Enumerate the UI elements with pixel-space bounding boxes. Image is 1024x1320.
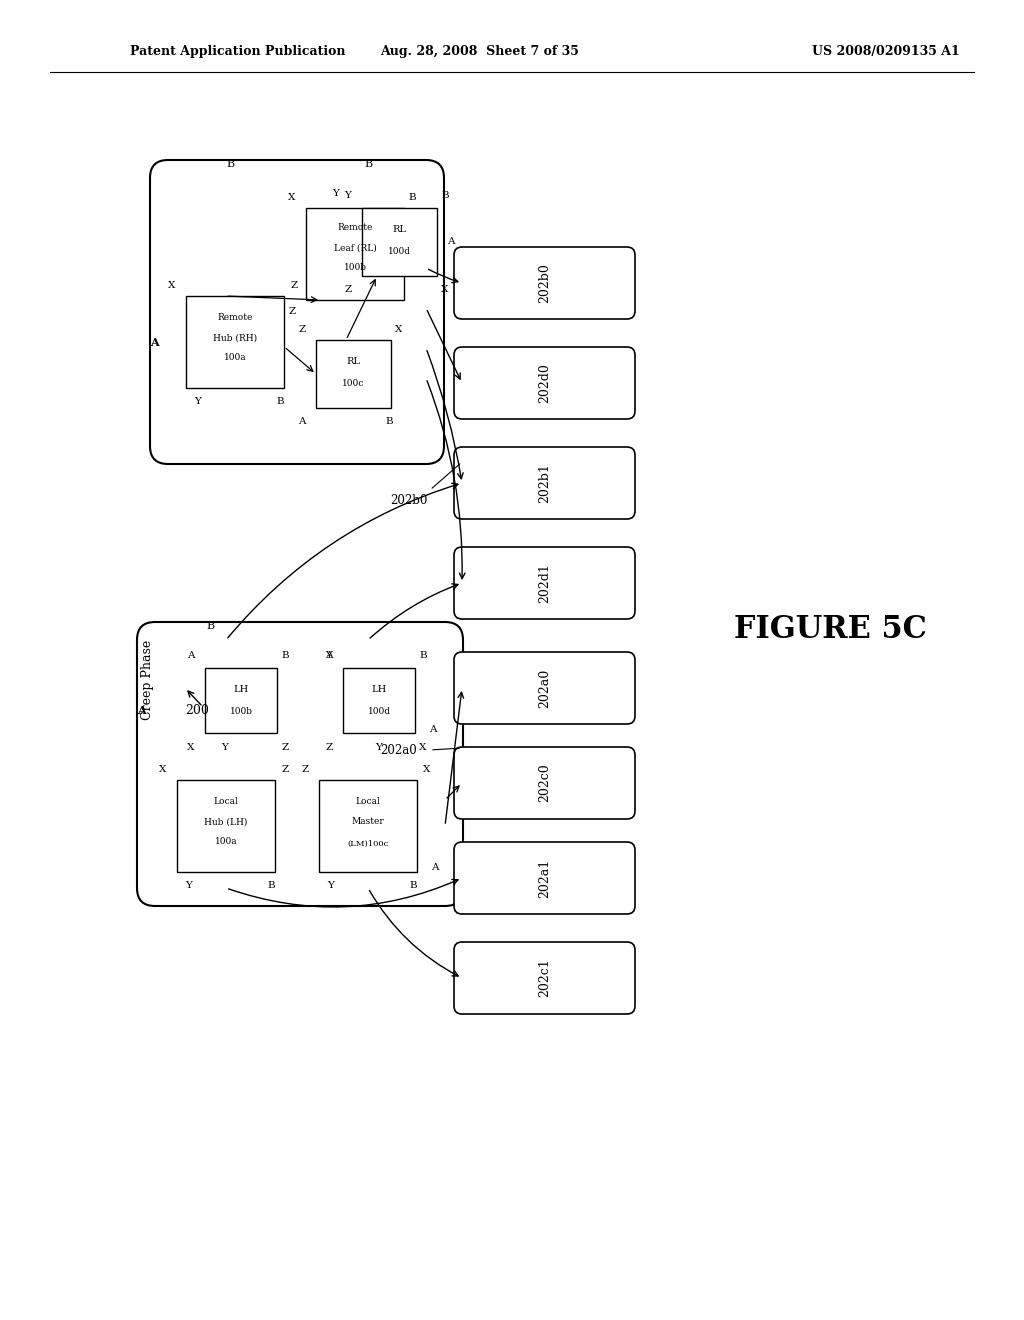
Text: 100d: 100d (388, 248, 411, 256)
Text: A: A (429, 725, 437, 734)
Text: X: X (289, 194, 296, 202)
Bar (362, 209, 437, 276)
Text: B: B (441, 191, 449, 201)
FancyBboxPatch shape (454, 652, 635, 723)
Text: Z: Z (344, 285, 351, 294)
Text: 202a0: 202a0 (538, 668, 551, 708)
Bar (186, 296, 284, 388)
Bar (306, 209, 404, 300)
Text: Z: Z (289, 308, 296, 317)
Text: FIGURE 5C: FIGURE 5C (733, 615, 927, 645)
Text: Y: Y (376, 742, 382, 751)
Text: A: A (447, 238, 455, 247)
Text: LH: LH (372, 685, 387, 694)
Text: Leaf (RL): Leaf (RL) (334, 243, 377, 252)
Text: (LM)100c: (LM)100c (347, 840, 389, 847)
Text: X: X (423, 766, 431, 775)
Text: Local: Local (355, 797, 380, 807)
Text: 100c: 100c (342, 380, 365, 388)
Text: Z: Z (298, 326, 305, 334)
Bar (316, 341, 391, 408)
FancyBboxPatch shape (137, 622, 463, 906)
Text: Remote: Remote (337, 223, 373, 232)
Text: X: X (187, 742, 195, 751)
FancyBboxPatch shape (454, 942, 635, 1014)
Text: X: X (441, 285, 449, 294)
Bar (177, 780, 275, 873)
Text: 100a: 100a (215, 837, 238, 846)
Bar (319, 780, 417, 873)
Text: 100b: 100b (343, 264, 367, 272)
Text: Aug. 28, 2008  Sheet 7 of 35: Aug. 28, 2008 Sheet 7 of 35 (381, 45, 580, 58)
Text: B: B (282, 652, 289, 660)
Text: 202d1: 202d1 (538, 564, 551, 603)
Text: Y: Y (221, 742, 228, 751)
Text: B: B (267, 882, 274, 891)
Text: Y: Y (328, 882, 335, 891)
Bar (343, 668, 415, 733)
FancyBboxPatch shape (150, 160, 444, 465)
Text: A: A (136, 705, 145, 715)
Bar (205, 668, 278, 733)
Text: 202c1: 202c1 (538, 958, 551, 998)
Text: 100a: 100a (223, 354, 247, 363)
Text: 100b: 100b (229, 706, 253, 715)
Text: B: B (364, 158, 372, 169)
Text: Master: Master (351, 817, 384, 826)
Text: A: A (326, 652, 333, 660)
Text: Y: Y (185, 882, 193, 891)
FancyBboxPatch shape (454, 747, 635, 818)
Text: 202b0: 202b0 (390, 494, 427, 507)
Text: A: A (187, 652, 195, 660)
FancyBboxPatch shape (454, 546, 635, 619)
Text: Z: Z (282, 742, 289, 751)
Text: 200: 200 (185, 704, 209, 717)
Text: B: B (409, 194, 416, 202)
Text: 100d: 100d (368, 706, 390, 715)
Text: B: B (419, 652, 427, 660)
Text: X: X (395, 326, 402, 334)
Text: A: A (298, 417, 306, 426)
Text: Y: Y (333, 190, 339, 198)
Text: Z: Z (291, 281, 298, 290)
Text: RL: RL (392, 226, 407, 235)
Text: Creep Phase: Creep Phase (141, 640, 155, 721)
Text: 202b1: 202b1 (538, 463, 551, 503)
Text: Z: Z (301, 766, 308, 775)
Text: RL: RL (346, 358, 360, 367)
Text: B: B (410, 882, 417, 891)
Text: Hub (RH): Hub (RH) (213, 334, 257, 342)
Text: Z: Z (326, 742, 333, 751)
Text: 202a1: 202a1 (538, 858, 551, 898)
Text: Local: Local (214, 797, 239, 807)
Text: Z: Z (282, 766, 289, 775)
Text: B: B (385, 417, 393, 426)
FancyBboxPatch shape (454, 842, 635, 913)
Text: LH: LH (233, 685, 249, 694)
Text: B: B (226, 158, 234, 169)
Text: B: B (276, 397, 284, 407)
Text: A: A (150, 337, 159, 347)
Text: 202b0: 202b0 (538, 263, 551, 302)
FancyBboxPatch shape (454, 447, 635, 519)
Text: 202a0: 202a0 (380, 743, 417, 756)
Text: A: A (431, 863, 438, 873)
Text: Y: Y (326, 652, 333, 660)
Text: Y: Y (195, 397, 202, 407)
Text: Y: Y (344, 191, 351, 201)
Text: X: X (168, 281, 176, 290)
Text: US 2008/0209135 A1: US 2008/0209135 A1 (812, 45, 961, 58)
Text: 202c0: 202c0 (538, 764, 551, 803)
FancyBboxPatch shape (454, 247, 635, 319)
Text: Hub (LH): Hub (LH) (205, 817, 248, 826)
Text: Remote: Remote (217, 314, 253, 322)
Text: B: B (206, 620, 214, 631)
Text: Patent Application Publication: Patent Application Publication (130, 45, 345, 58)
Text: X: X (419, 742, 427, 751)
Text: X: X (160, 766, 167, 775)
FancyBboxPatch shape (454, 347, 635, 418)
Text: 202d0: 202d0 (538, 363, 551, 403)
